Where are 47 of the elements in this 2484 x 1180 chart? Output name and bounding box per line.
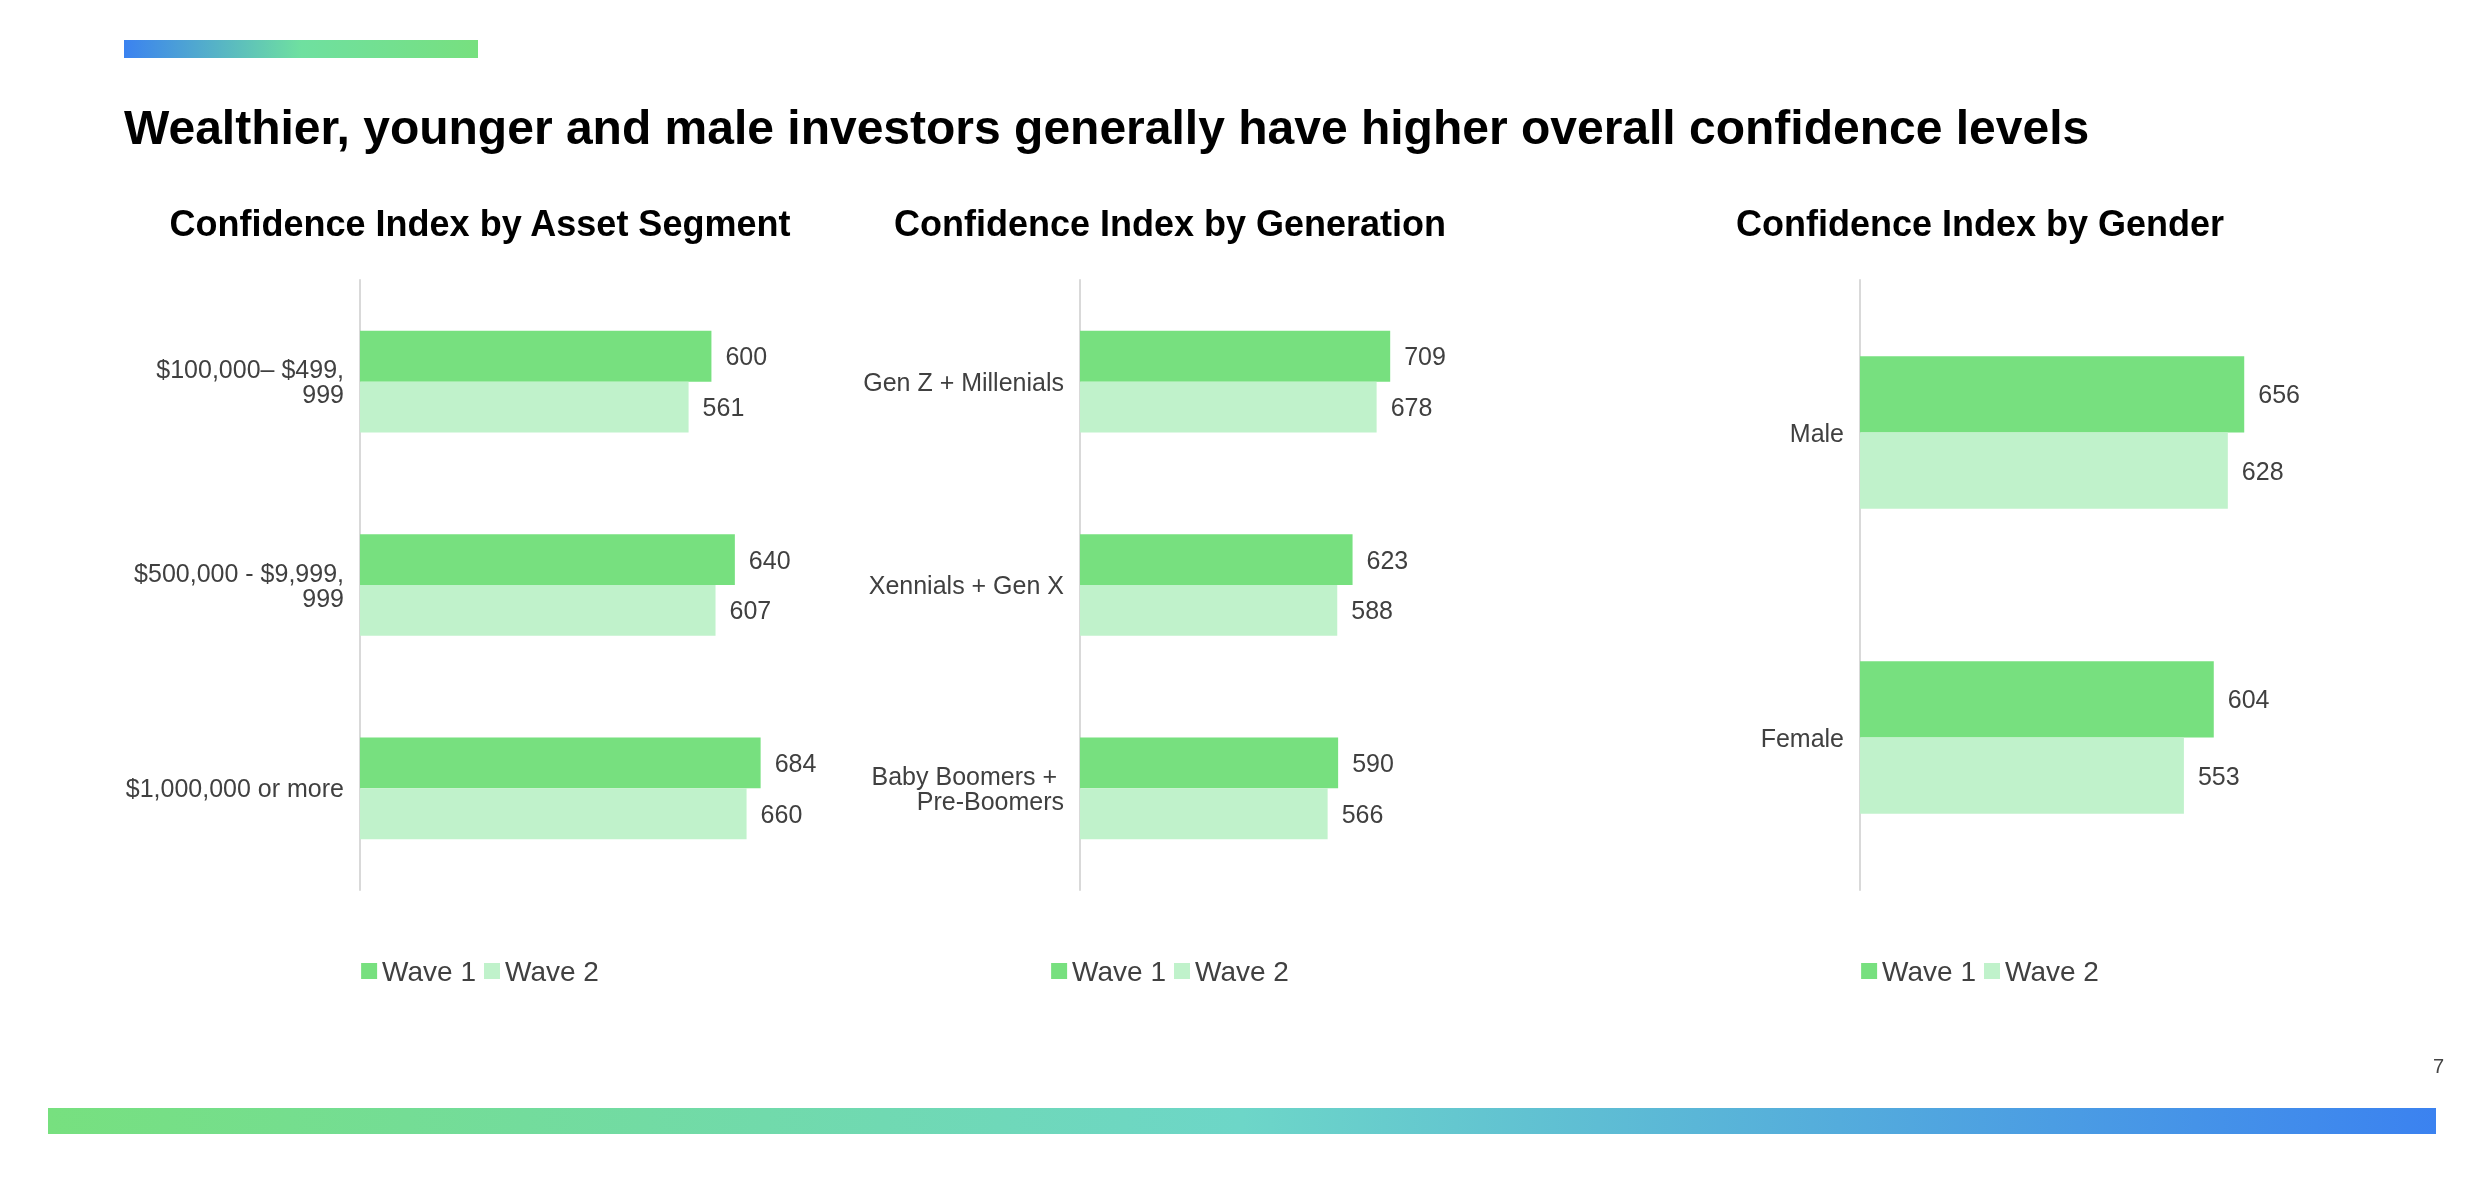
bar xyxy=(1080,585,1338,636)
y-tick-label: Xennials + Gen X xyxy=(868,571,1065,599)
legend-label: Wave 2 xyxy=(2005,955,2099,987)
bar xyxy=(1080,788,1328,840)
y-tick-label: $500,000 - $9,999,999 xyxy=(134,558,344,612)
data-label: 604 xyxy=(2227,685,2270,714)
y-tick-label: Female xyxy=(1760,723,1844,752)
y-tick-label: Male xyxy=(1789,418,1844,447)
data-label: 566 xyxy=(1341,799,1384,828)
data-label: 628 xyxy=(2241,456,2284,485)
bar xyxy=(360,381,689,433)
bar xyxy=(360,788,747,840)
data-label: 678 xyxy=(1390,393,1433,422)
bar xyxy=(360,534,735,585)
data-label: 640 xyxy=(748,545,791,574)
legend-label: Wave 1 xyxy=(1072,955,1167,987)
data-label: 684 xyxy=(774,748,817,777)
data-label: 588 xyxy=(1351,596,1393,625)
data-label: 607 xyxy=(729,596,772,625)
chart-title: Confidence Index by Gender xyxy=(1735,202,2225,244)
data-label: 656 xyxy=(2258,380,2300,409)
bar xyxy=(360,585,716,636)
data-label: 660 xyxy=(760,799,803,828)
legend-label: Wave 2 xyxy=(1195,955,1289,987)
bar xyxy=(1080,381,1377,433)
bar xyxy=(360,330,712,382)
bar xyxy=(1080,330,1391,382)
bar xyxy=(1080,534,1353,585)
data-label: 623 xyxy=(1366,545,1409,574)
data-label: 600 xyxy=(725,342,768,371)
text: 7 xyxy=(2432,1055,2444,1078)
y-tick-label: Baby Boomers + Pre-Boomers xyxy=(871,761,1064,815)
legend-label: Wave 1 xyxy=(1882,955,1977,987)
y-tick-label: $1,000,000 or more xyxy=(125,774,344,803)
chart-title: Confidence Index by Generation xyxy=(893,202,1447,244)
y-tick-label: Gen Z + Millenials xyxy=(863,367,1064,396)
data-label: 590 xyxy=(1352,748,1394,777)
data-label: 709 xyxy=(1404,342,1446,371)
legend-label: Wave 1 xyxy=(382,955,477,987)
bar xyxy=(360,737,761,789)
text: Wealthier, younger and male investors generally have higher overall confidence levels xyxy=(124,100,2090,155)
data-label: 553 xyxy=(2197,761,2240,790)
y-tick-label: $100,000– $499,999 xyxy=(156,355,344,409)
bar xyxy=(1080,737,1339,789)
legend-label: Wave 2 xyxy=(505,955,599,987)
chart-title: Confidence Index by Asset Segment xyxy=(169,202,791,244)
data-label: 561 xyxy=(702,393,745,422)
